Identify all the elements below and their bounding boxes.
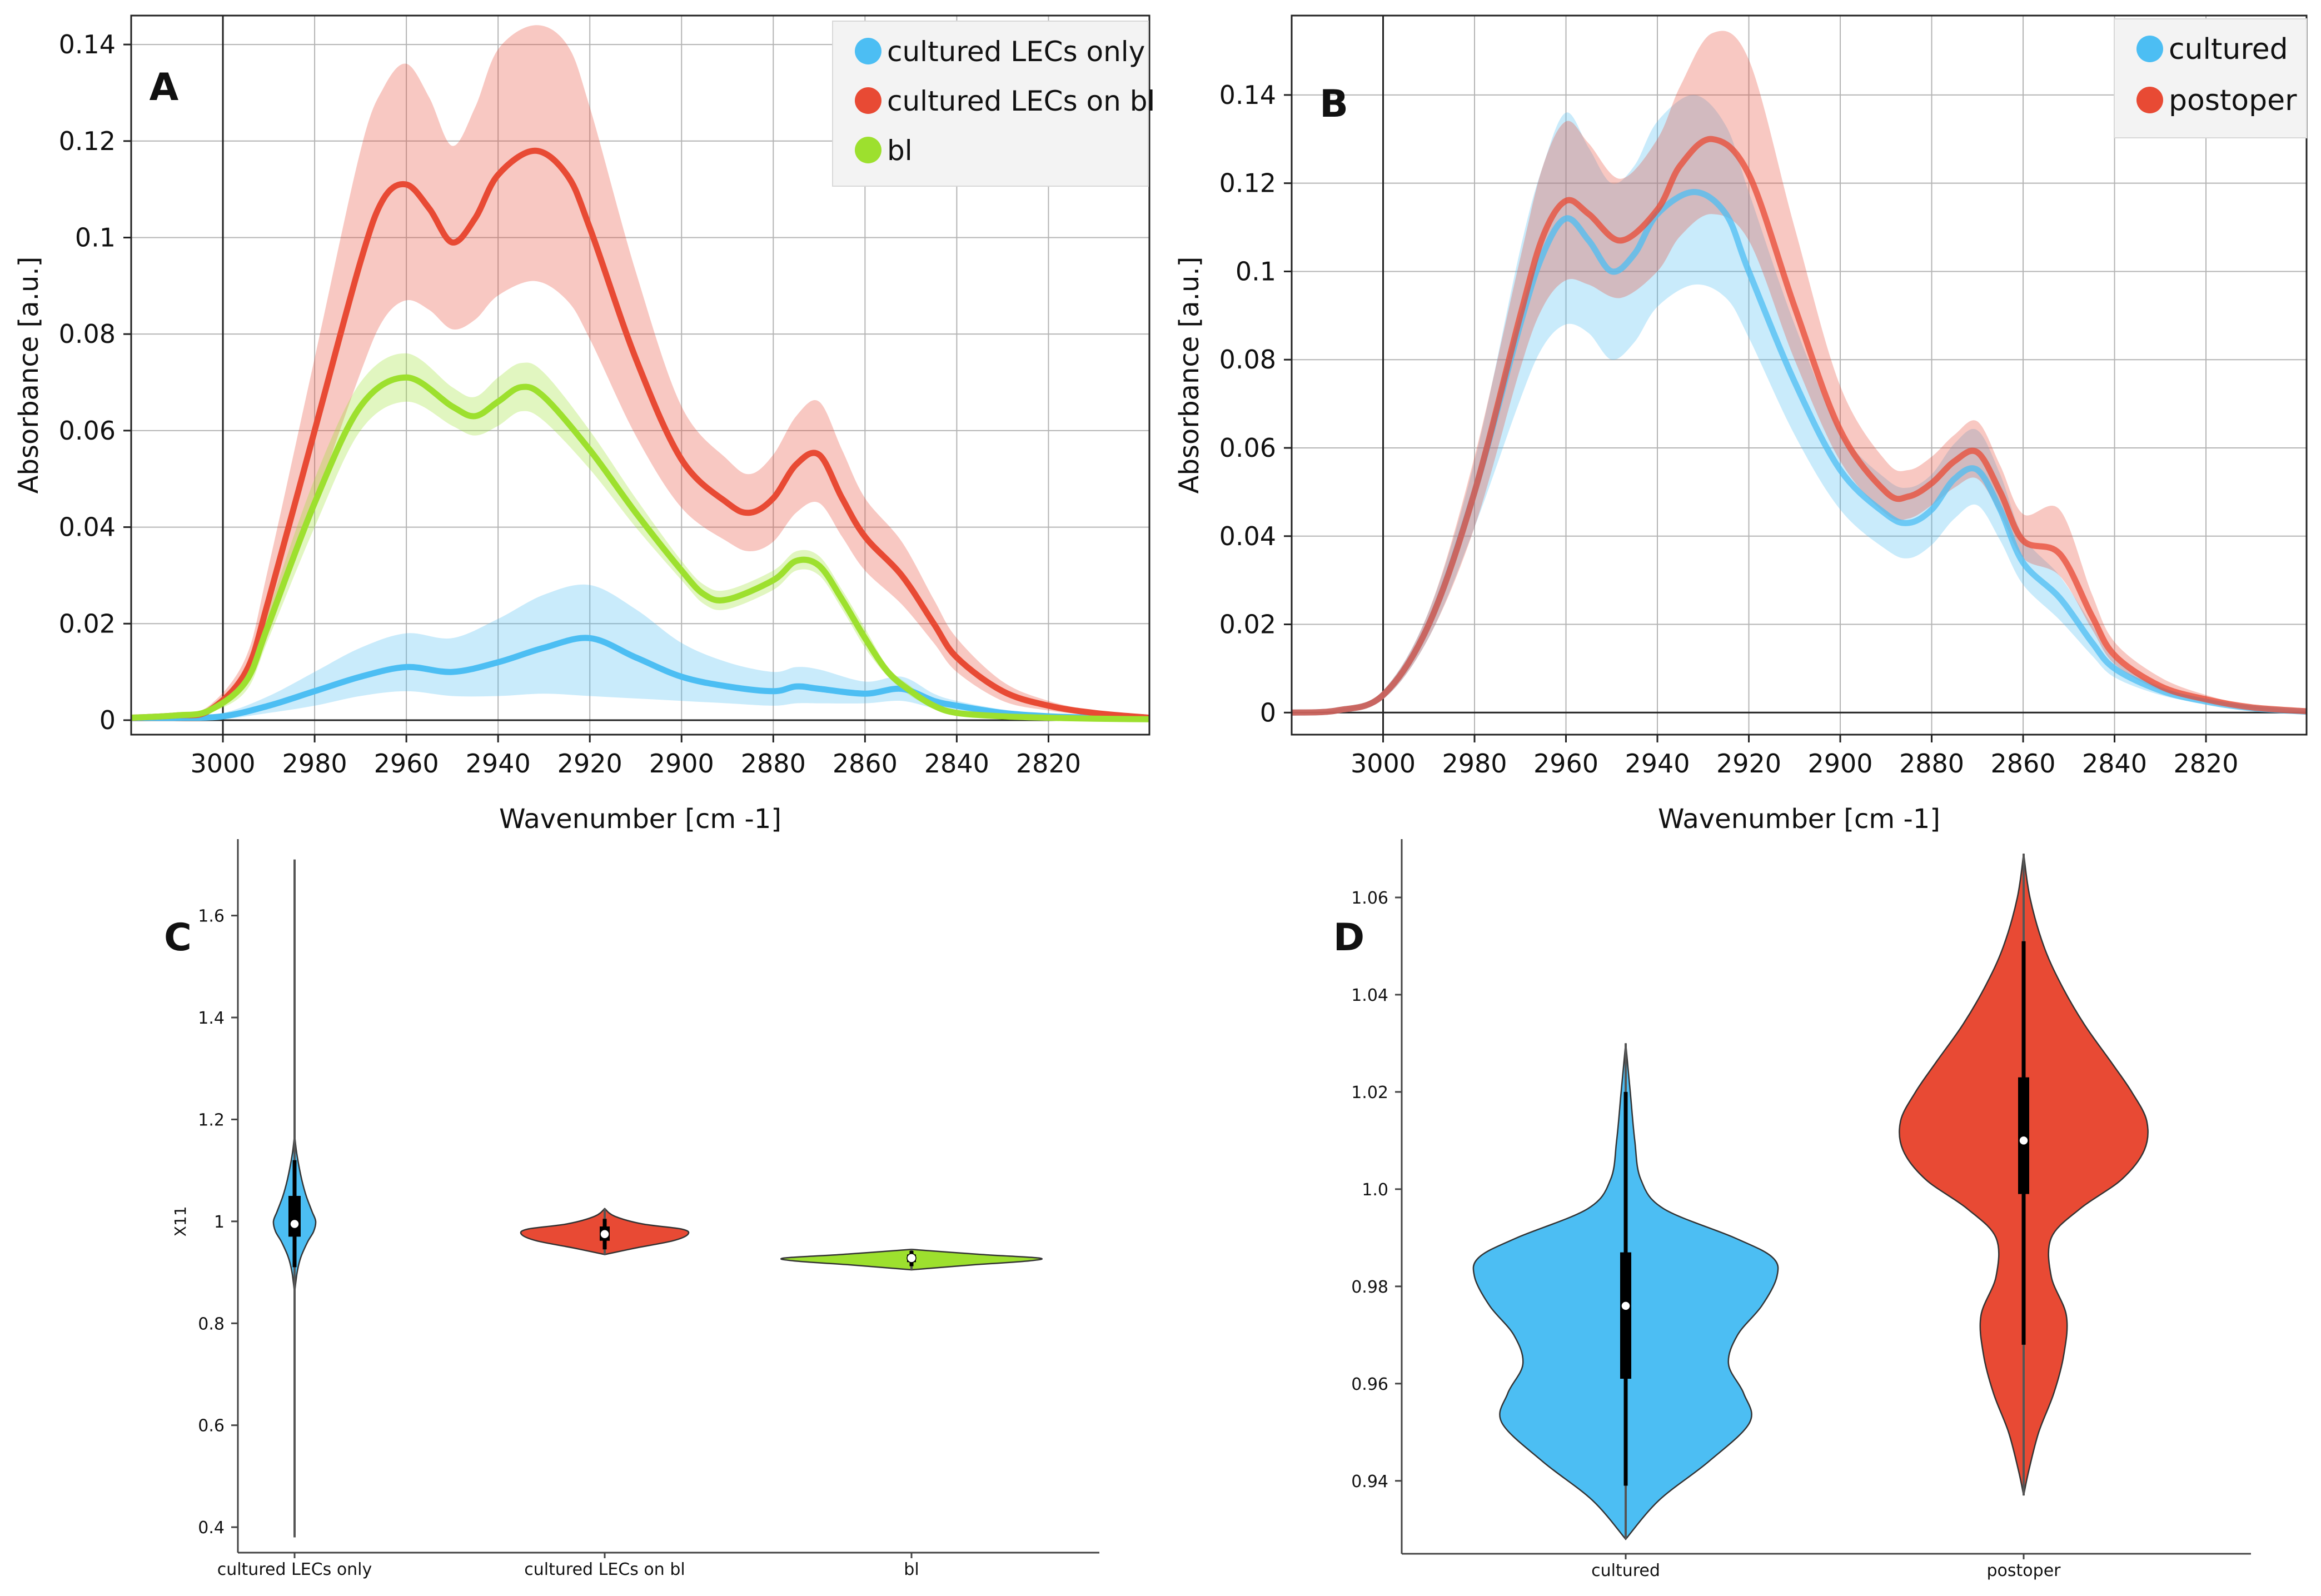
y-tick-label: 0.8 <box>198 1314 225 1334</box>
panel-label: A <box>150 66 179 109</box>
x-tick-label: 2920 <box>1716 749 1781 779</box>
plot-frame <box>1291 14 2308 736</box>
y-tick-label: 0.4 <box>198 1518 225 1538</box>
legend-label: cultured LECs on bl <box>887 85 1155 117</box>
x-tick-label: 2900 <box>1807 749 1872 779</box>
x-tick-label: 2980 <box>282 749 347 779</box>
median-dot <box>907 1253 917 1263</box>
y-tick-label: 0.12 <box>59 126 116 156</box>
y-tick-label: 0.04 <box>1219 521 1276 551</box>
panel-label: C <box>164 916 192 960</box>
y-tick-label: 0 <box>1260 697 1276 727</box>
y-tick-label: 0 <box>99 705 116 735</box>
iqr-box <box>1620 1252 1631 1379</box>
y-tick-label: 0.02 <box>59 609 116 639</box>
legend-label: postoper <box>2169 84 2297 117</box>
x-tick-label: 2840 <box>924 749 989 779</box>
x-tick-label: 2940 <box>1625 749 1690 779</box>
y-tick-label: 0.94 <box>1351 1472 1388 1492</box>
series-group <box>1292 31 2307 716</box>
x-tick-label: 2900 <box>649 749 714 779</box>
plot-frame <box>130 14 1150 736</box>
y-tick-label: 1.2 <box>198 1110 225 1130</box>
band-postoper <box>1292 31 2307 713</box>
x-tick-label: 3000 <box>191 749 256 779</box>
panel-a-spectra-chart: 3000 2980 2960 2940 2920 2900 2880 2860 2840 2820… <box>13 14 1155 835</box>
y-tick-label: 1 <box>214 1213 225 1232</box>
x-tick-label: 2820 <box>1016 749 1081 779</box>
y-tick-label: 0.04 <box>59 512 116 542</box>
y-tick-label: 1.06 <box>1351 889 1388 908</box>
y-tick-label: 0.06 <box>59 416 116 446</box>
panel-b-spectra-chart: 3000 2980 2960 2940 2920 2900 2880 2860 2840 2820… <box>1174 14 2308 835</box>
x-tick-label: 3000 <box>1351 749 1416 779</box>
x-tick-label: 2980 <box>1442 749 1507 779</box>
y-axis-label: Absorbance [a.u.] <box>1174 257 1205 494</box>
x-tick-label: 2920 <box>557 749 622 779</box>
x-tick-label: 2960 <box>374 749 439 779</box>
line-bl <box>131 374 1149 722</box>
x-tick-label: 2860 <box>833 749 898 779</box>
legend-label: cultured <box>2169 33 2288 66</box>
legend-marker <box>855 87 881 114</box>
x-tick-label: 2860 <box>1990 749 2055 779</box>
category-label: cultured <box>1591 1561 1660 1580</box>
y-tick-label: 0.06 <box>1219 433 1276 463</box>
category-label: postoper <box>1987 1561 2061 1580</box>
y-tick-label: 0.1 <box>75 222 116 252</box>
category-label: cultured LECs on bl <box>524 1560 685 1579</box>
y-tick-label: 1.02 <box>1351 1083 1388 1103</box>
legend-box <box>832 21 1149 187</box>
legend-label: bl <box>887 134 913 167</box>
y-tick-label: 0.08 <box>59 319 116 349</box>
legend-marker <box>2136 87 2163 113</box>
y-tick-label: 1.0 <box>1362 1180 1388 1200</box>
x-tick-label: 2960 <box>1533 749 1598 779</box>
y-tick-label: 0.14 <box>1219 80 1276 110</box>
x-tick-label: 2940 <box>466 749 531 779</box>
panel-label: B <box>1319 82 1348 126</box>
y-tick-label: 1.4 <box>198 1009 225 1028</box>
legend-marker <box>855 137 881 163</box>
panel-label: D <box>1333 916 1364 960</box>
series-group <box>131 25 1149 722</box>
y-tick-label: 0.02 <box>1219 610 1276 640</box>
x-tick-label: 2820 <box>2174 749 2239 779</box>
legend-marker <box>855 38 881 64</box>
x-axis-label: Wavenumber [cm -1] <box>499 804 781 835</box>
x-tick-label: 2880 <box>741 749 806 779</box>
y-tick-label: 1.6 <box>198 907 225 926</box>
category-label: bl <box>904 1560 919 1579</box>
y-tick-label: 0.1 <box>1236 256 1276 286</box>
y-tick-label: 0.12 <box>1219 168 1276 198</box>
y-axis-label: Absorbance [a.u.] <box>13 257 44 494</box>
y-axis-label: X11 <box>171 1206 190 1236</box>
line-cultured-lecs-only <box>131 635 1149 722</box>
y-tick-label: 0.96 <box>1351 1375 1388 1394</box>
y-tick-label: 0.08 <box>1219 345 1276 375</box>
median-dot <box>600 1229 610 1239</box>
x-tick-label: 2840 <box>2082 749 2147 779</box>
median-dot <box>290 1219 300 1229</box>
x-axis-label: Wavenumber [cm -1] <box>1658 804 1940 835</box>
y-tick-label: 0.98 <box>1351 1278 1388 1297</box>
category-label: cultured LECs only <box>217 1560 372 1579</box>
x-tick-label: 2880 <box>1899 749 1964 779</box>
line-cultured-lecs-on-bl <box>131 147 1149 721</box>
median-dot <box>1621 1301 1631 1311</box>
y-tick-label: 1.04 <box>1351 986 1388 1005</box>
y-tick-label: 0.14 <box>59 29 116 59</box>
iqr-box <box>288 1196 301 1237</box>
legend-label: cultured LECs only <box>887 36 1145 68</box>
line-postoper <box>1292 136 2307 716</box>
y-tick-label: 0.6 <box>198 1417 225 1436</box>
panel-d-violin-chart: 0.94 0.96 0.98 1.0 1.02 1.04 1.06 cultured posto… <box>1333 839 2251 1580</box>
legend-marker <box>2136 36 2163 62</box>
median-dot <box>2019 1135 2029 1146</box>
panel-c-violin-chart: 0.4 0.6 0.8 1 1.2 1.4 1.6 X11 cultured LECs only… <box>164 839 1099 1579</box>
